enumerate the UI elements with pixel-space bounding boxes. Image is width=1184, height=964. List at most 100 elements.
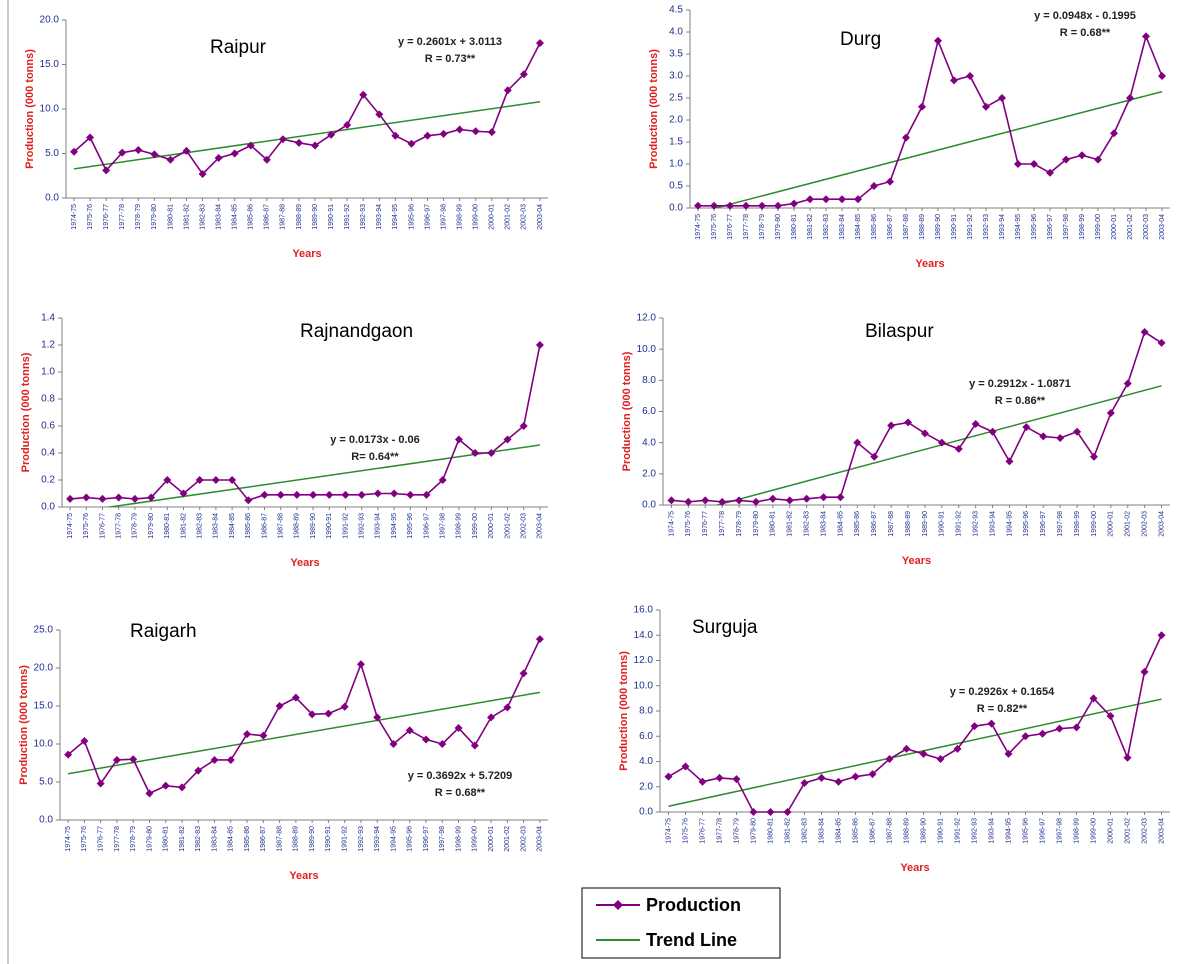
x-tick-label: 1992-93: [971, 818, 978, 844]
x-tick-label: 1979-80: [146, 826, 153, 852]
production-line: [67, 638, 541, 795]
x-tick-label: 2000-01: [1111, 214, 1118, 240]
x-tick-label: 2002-03: [521, 204, 528, 230]
x-axis-label: Years: [292, 248, 321, 260]
y-tick-label: 1.0: [669, 159, 683, 170]
production-marker: [130, 494, 139, 503]
production-marker: [210, 755, 219, 764]
production-marker: [1106, 409, 1115, 418]
x-tick-label: 1997-98: [1063, 214, 1070, 240]
x-tick-label: 1983-84: [839, 214, 846, 240]
production-marker: [1073, 427, 1082, 436]
production-marker: [1014, 160, 1022, 168]
production-marker: [749, 808, 758, 816]
production-marker: [439, 129, 448, 138]
production-marker: [535, 635, 544, 644]
x-tick-label: 1982-83: [803, 511, 810, 537]
y-tick-label: 10.0: [34, 739, 54, 750]
x-tick-label: 1976-77: [99, 513, 106, 539]
x-tick-label: 1989-90: [309, 826, 316, 852]
x-tick-label: 1989-90: [312, 204, 319, 230]
production-marker: [422, 735, 430, 744]
x-tick-label: 1974-75: [67, 513, 74, 539]
production-marker: [800, 778, 809, 787]
trend-equation: y = 0.2926x + 0.1654: [950, 686, 1055, 698]
y-tick-label: 4.5: [669, 5, 683, 16]
production-marker: [887, 421, 896, 430]
production-marker: [487, 449, 496, 457]
x-tick-label: 1984-85: [232, 204, 239, 230]
production-marker: [454, 435, 463, 444]
y-axis-label: Production (000 tonns): [648, 49, 660, 169]
production-marker: [667, 496, 676, 505]
y-tick-label: 20.0: [40, 15, 60, 26]
production-marker: [64, 750, 73, 759]
production-marker: [987, 719, 996, 728]
production-marker: [681, 762, 690, 771]
x-tick-label: 1982-83: [823, 214, 830, 240]
production-marker: [389, 740, 398, 748]
production-marker: [503, 703, 512, 712]
x-tick-label: 1976-77: [98, 826, 105, 852]
production-marker: [1157, 338, 1166, 347]
trend-line: [714, 385, 1162, 505]
y-tick-label: 0.0: [642, 500, 656, 511]
production-marker: [129, 755, 138, 764]
trend-r: R = 0.73**: [425, 53, 476, 65]
x-tick-label: 1996-97: [1047, 214, 1054, 240]
x-tick-label: 1987-88: [903, 214, 910, 240]
production-marker: [519, 669, 528, 678]
y-tick-label: 2.0: [642, 468, 656, 479]
x-tick-label: 1990-91: [325, 826, 332, 852]
y-tick-label: 1.2: [41, 340, 55, 351]
y-tick-label: 20.0: [34, 663, 54, 674]
production-marker: [834, 777, 843, 786]
x-tick-label: 1995-96: [1031, 214, 1038, 240]
production-marker: [438, 740, 447, 748]
production-marker: [519, 422, 528, 430]
x-tick-label: 1989-90: [920, 818, 927, 844]
production-marker: [343, 121, 352, 130]
x-tick-label: 2003-04: [1159, 214, 1166, 240]
x-tick-label: 1990-91: [951, 214, 958, 240]
x-tick-label: 1991-92: [954, 818, 961, 844]
production-marker: [259, 731, 268, 740]
production-marker: [423, 131, 432, 140]
production-marker: [244, 496, 253, 505]
y-axis-label: Production (000 tonns): [24, 49, 36, 169]
production-marker: [161, 781, 170, 790]
trend-line: [68, 691, 540, 775]
x-tick-label: 1987-88: [888, 511, 895, 537]
y-tick-label: 5.0: [39, 777, 53, 788]
x-tick-label: 1975-76: [83, 513, 90, 539]
y-tick-label: 0.0: [639, 807, 653, 818]
production-marker: [519, 70, 528, 79]
x-tick-label: 1975-76: [682, 818, 689, 844]
x-tick-label: 1985-86: [244, 826, 251, 852]
x-tick-label: 1996-97: [423, 513, 430, 539]
x-tick-label: 1979-80: [753, 511, 760, 537]
production-marker: [732, 775, 741, 784]
x-tick-label: 1998-99: [456, 513, 463, 539]
y-tick-label: 10.0: [40, 104, 60, 115]
x-tick-label: 1978-79: [130, 826, 137, 852]
x-tick-label: 1990-91: [939, 511, 946, 537]
production-marker: [1038, 729, 1047, 738]
production-marker: [308, 710, 317, 719]
x-tick-label: 1991-92: [342, 826, 349, 852]
y-tick-label: 5.0: [45, 148, 59, 159]
x-tick-label: 1980-81: [164, 513, 171, 539]
production-marker: [375, 110, 384, 119]
production-marker: [327, 130, 336, 139]
x-tick-label: 1987-88: [280, 204, 287, 230]
x-tick-label: 2000-01: [1107, 818, 1114, 844]
x-tick-label: 1997-98: [440, 204, 447, 230]
x-tick-label: 1998-99: [1079, 214, 1086, 240]
production-marker: [886, 177, 894, 186]
production-marker: [422, 490, 431, 499]
x-tick-label: 1983-84: [820, 511, 827, 537]
production-marker: [1039, 432, 1048, 441]
production-marker: [937, 438, 946, 447]
x-tick-label: 2002-03: [1141, 818, 1148, 844]
x-tick-label: 1984-85: [228, 826, 235, 852]
